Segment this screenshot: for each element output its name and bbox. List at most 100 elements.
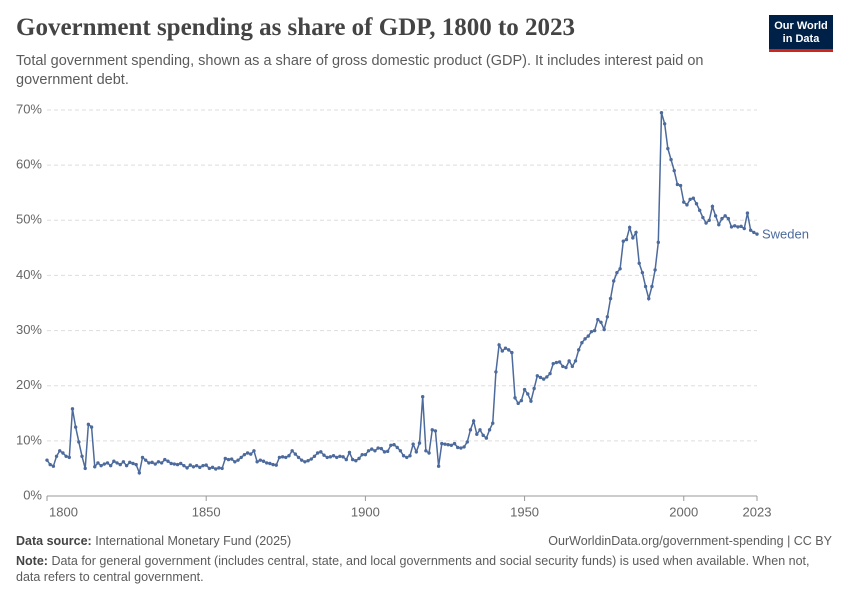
data-point <box>182 463 186 468</box>
y-tick-label: 60% <box>16 157 42 172</box>
data-point <box>462 445 466 449</box>
data-point <box>688 197 692 202</box>
data-point <box>602 327 606 332</box>
data-point <box>637 261 641 265</box>
data-point <box>656 240 661 245</box>
data-point <box>551 361 555 366</box>
data-point <box>395 445 399 450</box>
data-point <box>577 348 581 352</box>
data-point <box>166 459 170 463</box>
url[interactable]: OurWorldinData.org/government-spending |… <box>548 534 832 548</box>
data-point <box>261 459 266 463</box>
data-point <box>643 284 648 289</box>
data-point <box>427 451 431 455</box>
data-point <box>414 450 419 454</box>
data-point <box>494 370 498 374</box>
data-point <box>468 428 473 432</box>
title: Government spending as share of GDP, 180… <box>16 14 576 41</box>
data-point <box>621 239 625 243</box>
x-tick-label: 2000 <box>669 504 698 519</box>
data-point <box>338 454 342 458</box>
data-point <box>214 467 218 471</box>
x-tick-label: 1850 <box>192 504 221 519</box>
data-point <box>538 375 543 380</box>
data-point <box>647 296 651 301</box>
data-point <box>143 458 148 462</box>
data-point <box>137 471 142 475</box>
data-point <box>233 460 237 464</box>
y-tick-label: 40% <box>16 267 42 282</box>
data-point <box>379 446 384 451</box>
data-point <box>433 429 438 433</box>
data-point <box>519 398 524 403</box>
data-point <box>153 462 157 466</box>
data-point <box>341 455 345 459</box>
data-point <box>118 462 122 467</box>
data-point <box>131 461 135 466</box>
data-point <box>124 463 129 468</box>
data-point <box>631 236 635 240</box>
logo-text: in Data <box>782 33 820 45</box>
data-point <box>350 457 355 462</box>
data-point <box>175 462 180 467</box>
data-point <box>150 460 154 465</box>
data-point <box>411 442 415 446</box>
data-point <box>366 449 371 453</box>
data-point <box>697 208 702 213</box>
data-point <box>685 203 689 207</box>
y-tick-label: 0% <box>23 487 42 502</box>
data-point <box>140 455 145 460</box>
data-point <box>156 460 161 464</box>
data-point <box>280 455 285 459</box>
data-point <box>274 463 278 467</box>
data-point <box>392 443 396 447</box>
data-point <box>220 466 224 471</box>
data-point <box>80 454 84 458</box>
data-point <box>605 315 610 319</box>
data-point <box>296 455 301 460</box>
data-point <box>500 349 504 353</box>
data-point <box>210 465 215 470</box>
data-point <box>312 454 317 458</box>
data-point <box>557 360 562 364</box>
data-point <box>319 450 323 454</box>
data-point <box>653 268 657 272</box>
data-point <box>487 428 492 432</box>
data-point <box>729 225 734 229</box>
x-tick-label: 1950 <box>510 504 539 519</box>
y-tick-label: 50% <box>16 212 42 227</box>
data-point <box>436 464 441 468</box>
data-point <box>99 463 103 468</box>
data-point <box>694 202 699 206</box>
data-point <box>86 422 91 427</box>
data-point <box>424 449 428 453</box>
data-point <box>185 466 189 470</box>
data-point <box>624 237 629 242</box>
x-tick-label: 1800 <box>49 504 78 519</box>
data-point <box>710 204 715 209</box>
data-point <box>516 401 520 406</box>
data-point <box>64 454 68 458</box>
data-point <box>373 449 377 453</box>
data-point <box>701 215 705 220</box>
data-point <box>548 371 552 376</box>
data-point <box>545 375 549 379</box>
data-point <box>105 461 110 465</box>
logo[interactable]: Our World in Data <box>769 15 833 52</box>
data-point <box>465 440 469 444</box>
data-point <box>532 386 536 391</box>
data-point <box>245 451 250 455</box>
data-point <box>592 328 597 333</box>
data-point <box>385 449 390 454</box>
data-point <box>363 452 368 457</box>
y-tick-label: 70% <box>16 101 42 116</box>
data-point <box>306 459 310 463</box>
y-tick-label: 20% <box>16 377 42 392</box>
data-point <box>188 463 192 467</box>
data-point <box>93 465 97 469</box>
data-point <box>328 455 333 459</box>
data-point <box>108 463 113 468</box>
data-point <box>481 433 485 438</box>
data-point <box>733 224 737 228</box>
